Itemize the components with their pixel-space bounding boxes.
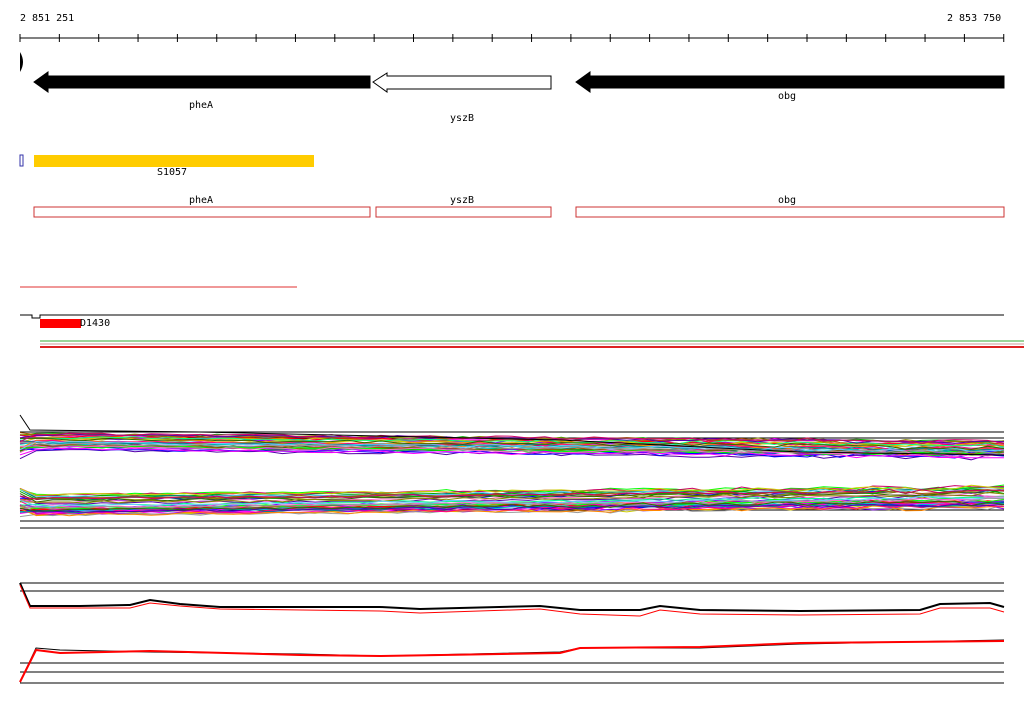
blue-marker	[19, 154, 24, 167]
cds-label-phea: pheA	[188, 195, 214, 206]
feature-bar-s1057[interactable]	[34, 155, 314, 167]
coverage-line	[19, 495, 1004, 508]
cds-box-yszb[interactable]	[375, 206, 552, 218]
strand-baseline	[20, 314, 1004, 319]
feature-block-d1430[interactable]	[40, 319, 81, 328]
coverage-line	[19, 445, 1005, 458]
coverage-line	[19, 436, 1005, 447]
coverage-plot-forward	[19, 414, 1005, 461]
summary-line-red	[19, 640, 1005, 683]
coverage-line	[19, 440, 1005, 453]
gene-track	[33, 71, 1005, 93]
feature-label-s1057: S1057	[156, 167, 188, 178]
ruler-ticks	[19, 34, 1005, 42]
coverage-envelope	[19, 414, 1005, 456]
cds-track	[33, 206, 1005, 218]
summary-line-black	[19, 582, 1005, 613]
coverage-line	[19, 504, 1005, 518]
cds-label-yszb: yszB	[449, 195, 475, 206]
coverage-line	[19, 484, 1005, 496]
coverage-line	[19, 447, 1005, 459]
coverage-line	[19, 484, 1005, 496]
summary-plot-forward	[19, 582, 1005, 617]
coverage-line	[19, 437, 1005, 451]
coverage-line	[19, 500, 1005, 512]
coverage-line	[19, 436, 1005, 448]
gene-label-obg: obg	[777, 91, 797, 102]
gene-label-phea: pheA	[188, 100, 214, 111]
cds-box-phea[interactable]	[33, 206, 371, 218]
coverage-line	[19, 497, 1005, 510]
cds-label-obg: obg	[777, 195, 797, 206]
coverage-plot-reverse	[19, 484, 1005, 529]
gene-label-yszb: yszB	[449, 113, 475, 124]
summary-line-red	[19, 584, 1005, 617]
ruler	[19, 34, 1005, 42]
cds-box-obg[interactable]	[575, 206, 1005, 218]
coverage-line	[19, 441, 1005, 456]
partial-gene-marker	[20, 52, 23, 72]
feature-label-d1430: D1430	[80, 318, 111, 329]
alignment-lines	[40, 340, 1024, 348]
summary-plot-reverse	[19, 639, 1005, 684]
ruler-start-label: 2 851 251	[20, 13, 75, 24]
summary-line-black	[19, 639, 1005, 683]
coverage-line	[19, 488, 1005, 500]
gene-arrow-phea[interactable]	[33, 71, 371, 93]
gene-arrow-obg[interactable]	[575, 71, 1005, 93]
coverage-line	[19, 447, 1004, 459]
gene-arrow-yszb[interactable]	[372, 72, 552, 93]
coverage-line	[19, 491, 1005, 504]
ruler-end-label: 2 853 750	[947, 13, 1002, 24]
coverage-line	[19, 432, 1005, 444]
